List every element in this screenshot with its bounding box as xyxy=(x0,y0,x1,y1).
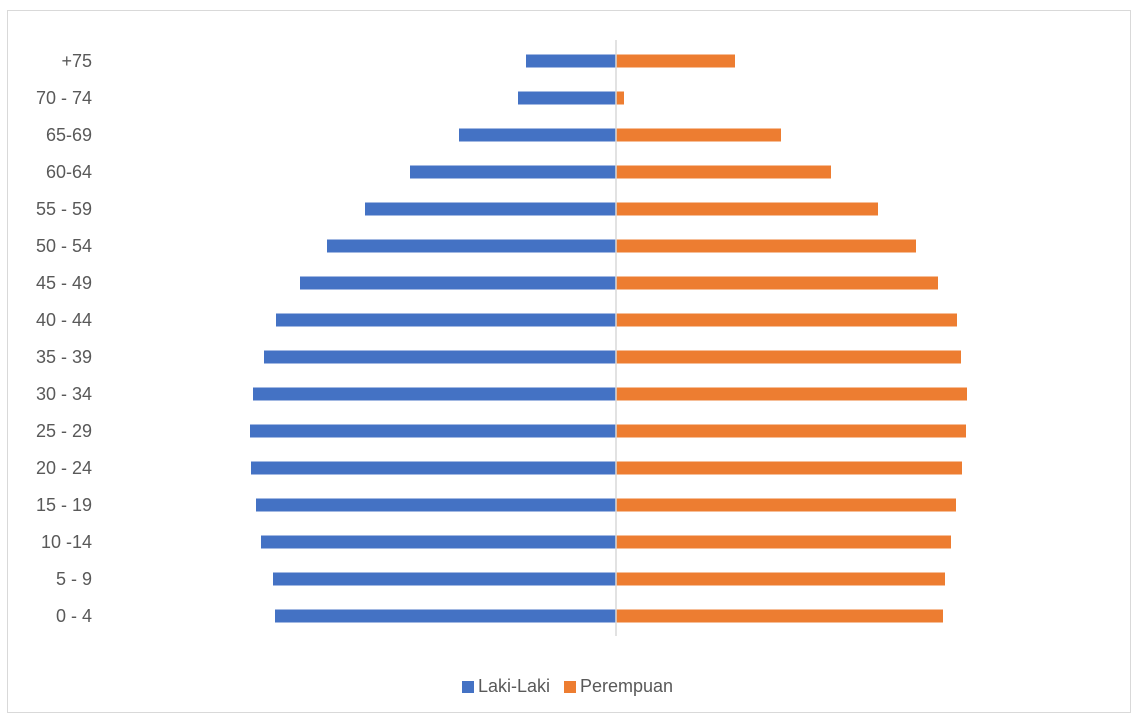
bar-laki-laki-40-44 xyxy=(276,313,616,327)
legend-item-laki-laki: Laki-Laki xyxy=(461,676,550,697)
bar-laki-laki-30-34 xyxy=(253,387,616,401)
category-axis-labels: 0 - 4 5 - 9 10 -14 15 - 19 20 - 24 25 - 29 30 … xyxy=(36,51,92,626)
bar-perempuan-plus75 xyxy=(616,54,735,68)
bar-perempuan-65-69 xyxy=(616,128,781,142)
bar-laki-laki-50-54 xyxy=(327,239,616,253)
category-label-10-14: 10 -14 xyxy=(41,532,92,552)
legend: Laki-Laki Perempuan xyxy=(0,676,1135,697)
category-label-5-9: 5 - 9 xyxy=(56,569,92,589)
bar-perempuan-55-59 xyxy=(616,202,878,216)
bar-laki-laki-55-59 xyxy=(365,202,616,216)
category-label-60-64: 60-64 xyxy=(46,162,92,182)
bar-perempuan-10-14 xyxy=(616,535,951,549)
bar-laki-laki-25-29 xyxy=(250,424,616,438)
bar-perempuan-20-24 xyxy=(616,461,962,475)
category-label-40-44: 40 - 44 xyxy=(36,310,92,330)
bar-laki-laki-70-74 xyxy=(518,91,616,105)
bar-perempuan-45-49 xyxy=(616,276,938,290)
legend-swatch-perempuan xyxy=(563,680,576,693)
legend-label-laki-laki: Laki-Laki xyxy=(477,676,550,696)
category-label-20-24: 20 - 24 xyxy=(36,458,92,478)
legend-item-perempuan: Perempuan xyxy=(563,676,674,697)
bar-perempuan-15-19 xyxy=(616,498,956,512)
legend-swatch-laki-laki xyxy=(461,680,474,693)
category-label-50-54: 50 - 54 xyxy=(36,236,92,256)
bar-laki-laki-60-64 xyxy=(410,165,616,179)
category-label-25-29: 25 - 29 xyxy=(36,421,92,441)
bar-laki-laki-10-14 xyxy=(261,535,616,549)
category-label-35-39: 35 - 39 xyxy=(36,347,92,367)
category-label-15-19: 15 - 19 xyxy=(36,495,92,515)
category-label-30-34: 30 - 34 xyxy=(36,384,92,404)
bar-laki-laki-0-4 xyxy=(275,609,616,623)
bar-perempuan-60-64 xyxy=(616,165,831,179)
bar-laki-laki-20-24 xyxy=(251,461,616,475)
bar-perempuan-50-54 xyxy=(616,239,916,253)
category-label-45-49: 45 - 49 xyxy=(36,273,92,293)
bar-laki-laki-45-49 xyxy=(300,276,616,290)
bar-perempuan-70-74 xyxy=(616,91,624,105)
category-label-plus75: +75 xyxy=(61,51,92,71)
category-label-55-59: 55 - 59 xyxy=(36,199,92,219)
bar-laki-laki-65-69 xyxy=(459,128,616,142)
series-laki-laki xyxy=(250,54,616,623)
category-label-0-4: 0 - 4 xyxy=(56,606,92,626)
category-label-65-69: 65-69 xyxy=(46,125,92,145)
bar-perempuan-30-34 xyxy=(616,387,967,401)
bar-perempuan-25-29 xyxy=(616,424,966,438)
bar-perempuan-40-44 xyxy=(616,313,957,327)
bar-laki-laki-35-39 xyxy=(264,350,616,364)
bar-perempuan-5-9 xyxy=(616,572,945,586)
bar-laki-laki-15-19 xyxy=(256,498,616,512)
bar-perempuan-35-39 xyxy=(616,350,961,364)
category-label-70-74: 70 - 74 xyxy=(36,88,92,108)
bar-perempuan-0-4 xyxy=(616,609,943,623)
legend-label-perempuan: Perempuan xyxy=(579,676,674,696)
bar-laki-laki-plus75 xyxy=(526,54,616,68)
bar-laki-laki-5-9 xyxy=(273,572,616,586)
series-perempuan xyxy=(616,54,967,623)
